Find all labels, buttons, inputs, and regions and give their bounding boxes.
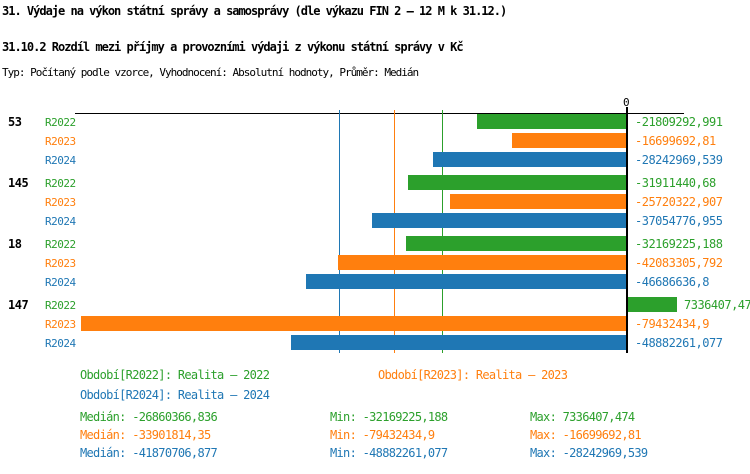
stat-median-r2022: Medián: -26860366,836: [80, 410, 218, 424]
bar-value-label: -28242969,539: [635, 153, 723, 167]
chart-meta: Typ: Počítaný podle vzorce, Vyhodnocení:…: [2, 66, 419, 79]
zero-tick-label: 0: [623, 96, 630, 109]
bar-value-label: 7336407,474: [684, 298, 750, 312]
bar-value-label: -48882261,077: [635, 336, 723, 350]
bar-value-label: -25720322,907: [635, 195, 723, 209]
series-row-label: R2022: [45, 299, 76, 312]
category-label: 53: [8, 115, 22, 129]
bar-chart: 0 53 R2022 -21809292,991 R2023 -16699692,81 R2…: [0, 95, 750, 361]
series-row-label: R2022: [45, 177, 76, 190]
stat-min-r2023: Min: -79432434,9: [330, 428, 435, 442]
stat-max-r2024: Max: -28242969,539: [530, 446, 648, 460]
bar-r2024-cat-53: [433, 152, 626, 167]
stat-median-r2023: Medián: -33901814,35: [80, 428, 211, 442]
bar-r2022-cat-53: [477, 114, 626, 129]
bar-r2023-cat-18: [338, 255, 626, 270]
legend-item-r2024: Období[R2024]: Realita – 2024: [80, 388, 270, 402]
zero-axis-line: [626, 107, 628, 353]
category-label: 147: [8, 298, 29, 312]
series-row-label: R2024: [45, 215, 76, 228]
legend-item-r2023: Období[R2023]: Realita – 2023: [378, 368, 568, 382]
series-row-label: R2024: [45, 276, 76, 289]
stat-max-r2022: Max: 7336407,474: [530, 410, 635, 424]
bar-r2022-cat-145: [408, 175, 626, 190]
stat-median-r2024: Medián: -41870706,877: [80, 446, 218, 460]
median-line-r2023: [394, 110, 395, 353]
bar-r2022-cat-18: [406, 236, 626, 251]
bar-value-label: -16699692,81: [635, 134, 716, 148]
bar-r2022-cat-147: [628, 297, 677, 312]
bar-value-label: -37054776,955: [635, 214, 723, 228]
category-label: 145: [8, 176, 29, 190]
bar-value-label: -79432434,9: [635, 317, 709, 331]
series-row-label: R2023: [45, 196, 76, 209]
stat-max-r2023: Max: -16699692,81: [530, 428, 642, 442]
stat-min-r2022: Min: -32169225,188: [330, 410, 448, 424]
category-label: 18: [8, 237, 22, 251]
bar-r2024-cat-147: [291, 335, 626, 350]
bar-r2023-cat-145: [450, 194, 626, 209]
bar-value-label: -31911440,68: [635, 176, 716, 190]
legend-item-r2022: Období[R2022]: Realita – 2022: [80, 368, 270, 382]
series-row-label: R2024: [45, 154, 76, 167]
series-row-label: R2023: [45, 318, 76, 331]
series-row-label: R2024: [45, 337, 76, 350]
bar-r2023-cat-147: [81, 316, 626, 331]
bar-r2023-cat-53: [512, 133, 626, 148]
series-row-label: R2023: [45, 257, 76, 270]
page-subtitle: 31.10.2 Rozdíl mezi příjmy a provozními …: [2, 40, 464, 54]
bar-value-label: -21809292,991: [635, 115, 723, 129]
bar-value-label: -32169225,188: [635, 237, 723, 251]
median-line-r2024: [339, 110, 340, 353]
series-row-label: R2023: [45, 135, 76, 148]
bar-value-label: -46686636,8: [635, 275, 709, 289]
stat-min-r2024: Min: -48882261,077: [330, 446, 448, 460]
series-row-label: R2022: [45, 238, 76, 251]
median-line-r2022: [442, 110, 443, 353]
bar-r2024-cat-145: [372, 213, 626, 228]
bar-r2024-cat-18: [306, 274, 626, 289]
series-row-label: R2022: [45, 116, 76, 129]
bar-value-label: -42083305,792: [635, 256, 723, 270]
x-axis-line: [75, 113, 684, 114]
page-title: 31. Výdaje na výkon státní správy a samo…: [2, 4, 507, 18]
